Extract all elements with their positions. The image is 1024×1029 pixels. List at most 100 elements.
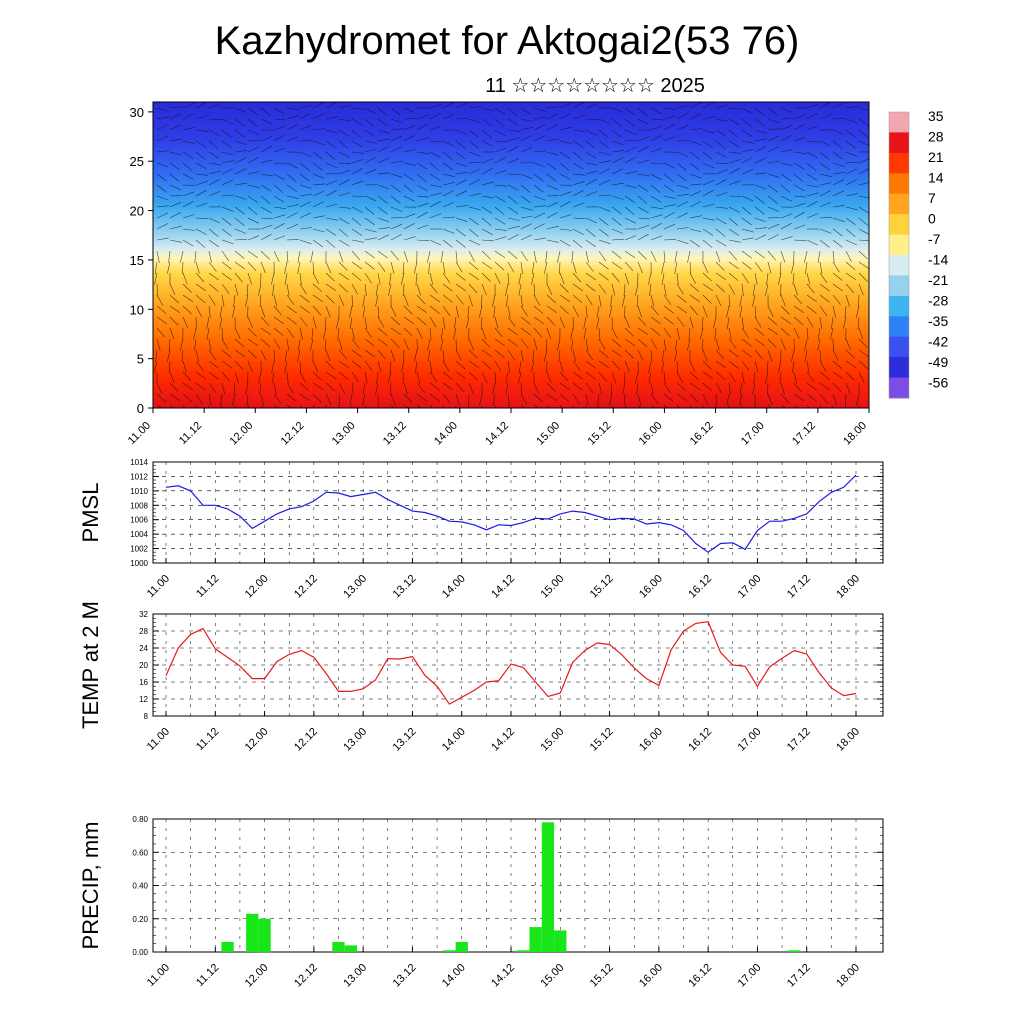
x-tick-label: 16.00 [637,726,665,754]
heatmap-x-tick-label: 13.00 [330,420,358,448]
panel-frame [153,462,883,563]
colorbar-swatch [889,357,909,378]
y-tick-label: 12 [139,695,148,704]
colorbar-label: -35 [928,313,948,329]
x-tick-label: 15.12 [588,962,616,990]
heatmap-x-tick-label: 18.00 [841,420,869,448]
colorbar-swatch [889,153,909,174]
x-tick-label: 11.12 [194,962,221,989]
x-tick-label: 17.12 [785,962,813,990]
heatmap-x-tick-label: 11.00 [126,420,153,447]
x-tick-label: 16.12 [686,726,714,754]
heatmap-y-tick-label: 0 [137,401,144,416]
colorbar-label: 28 [928,129,944,145]
y-tick-label: 8 [144,712,149,721]
colorbar-label: 14 [928,170,944,186]
heatmap-x-tick-label: 12.00 [227,420,255,448]
x-tick-label: 14.00 [440,573,468,601]
x-tick-label: 16.00 [637,573,665,601]
x-tick-label: 11.00 [145,726,172,753]
colorbar-label: -49 [928,354,948,370]
colorbar-label: -21 [928,272,948,288]
colorbar-label: -14 [928,252,948,268]
y-tick-label: 1012 [130,472,148,481]
heatmap-x-tick-label: 15.12 [585,420,613,448]
heatmap-y-tick-label: 25 [130,154,144,169]
x-tick-label: 12.00 [243,962,271,990]
y-axis-label: PMSL [78,483,103,543]
x-tick-label: 14.12 [489,726,517,754]
x-tick-label: 17.00 [736,962,764,990]
precip-bar [456,942,468,952]
heatmap-x-tick-label: 12.12 [279,420,307,448]
colorbar-swatch [889,255,909,276]
heatmap-x-tick-label: 14.12 [483,420,511,448]
y-tick-label: 1008 [130,501,148,510]
heatmap-x-tick-label: 14.00 [432,420,460,448]
heatmap-x-tick-label: 16.00 [637,420,665,448]
x-tick-label: 13.12 [391,962,419,990]
y-tick-label: 0.40 [132,882,148,891]
precip-bar [788,950,800,952]
page-title: Kazhydromet for Aktogai2(53 76) [215,19,800,63]
heatmap-x-tick-label: 16.12 [688,420,716,448]
y-tick-label: 0.20 [132,915,148,924]
x-tick-label: 15.12 [588,573,616,601]
x-tick-label: 15.00 [538,573,566,601]
colorbar-label: 35 [928,108,944,124]
x-tick-label: 11.12 [194,573,221,600]
heatmap-x-tick-label: 15.00 [534,420,562,448]
colorbar-swatch [889,214,909,235]
x-tick-label: 13.12 [391,726,419,754]
y-tick-label: 1004 [130,530,148,539]
colorbar-label: -7 [928,231,941,247]
precip-bar [443,950,455,952]
y-tick-label: 16 [139,678,148,687]
y-tick-label: 1006 [130,516,148,525]
heatmap-y-tick-label: 15 [130,253,144,268]
precip-bar [542,822,554,952]
colorbar-swatch [889,132,909,153]
colorbar-label: 0 [928,211,936,227]
x-tick-label: 11.12 [194,726,221,753]
colorbar-swatch [889,112,909,133]
precip-bar [345,945,357,952]
colorbar-swatch [889,173,909,194]
x-tick-label: 13.00 [341,726,369,754]
heatmap-y-tick-label: 30 [130,105,144,120]
colorbar-swatch [889,378,909,399]
colorbar-label: 7 [928,190,936,206]
precip-bar [517,950,529,952]
precip-bar [554,930,566,952]
heatmap-x-tick-label: 17.12 [790,420,818,448]
heatmap-x-tick-label: 17.00 [739,420,767,448]
colorbar-label: -56 [928,375,948,391]
colorbar-swatch [889,296,909,317]
x-tick-label: 17.12 [785,573,813,601]
colorbar-label: -42 [928,334,948,350]
x-tick-label: 12.12 [292,573,320,601]
heatmap-y-tick-label: 10 [130,302,144,317]
colorbar-swatch [889,194,909,215]
x-tick-label: 14.00 [440,962,468,990]
x-tick-label: 17.00 [736,573,764,601]
y-tick-label: 0.80 [132,815,148,824]
x-tick-label: 18.00 [834,573,862,601]
colorbar-swatch [889,235,909,256]
colorbar-swatch [889,275,909,296]
x-tick-label: 11.00 [145,962,172,989]
x-tick-label: 16.12 [686,962,714,990]
x-tick-label: 11.00 [145,573,172,600]
precip-bar [221,942,233,952]
x-tick-label: 13.00 [341,962,369,990]
colorbar-label: 21 [928,149,944,165]
y-tick-label: 32 [139,610,148,619]
x-tick-label: 14.12 [489,573,517,601]
heatmap-x-tick-label: 13.12 [381,420,409,448]
